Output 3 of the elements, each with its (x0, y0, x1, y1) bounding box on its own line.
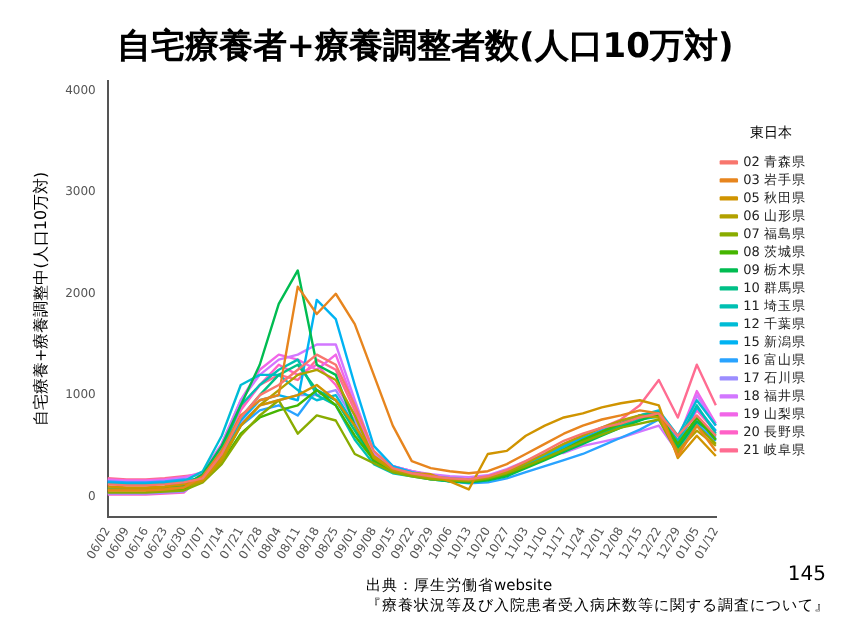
text: 145 (787, 564, 826, 586)
chart-title: 自宅療養者+療養調整者数(人口10万対) (116, 27, 734, 68)
y-axis-title: 自宅療養+療養調整中(人口10万対) (31, 171, 50, 426)
